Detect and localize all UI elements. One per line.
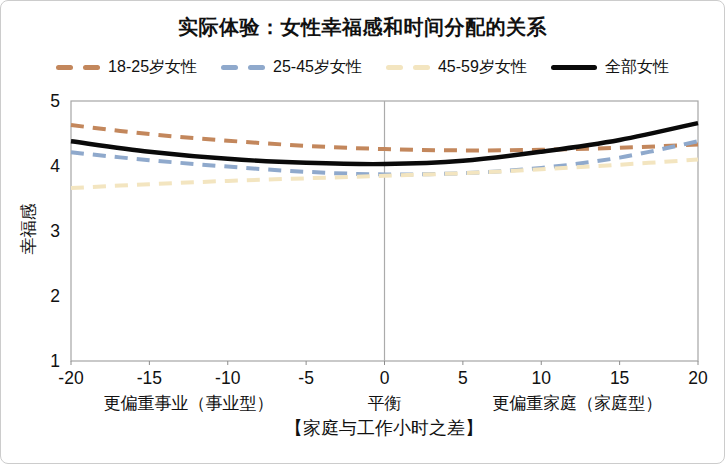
x-axis-title: 【家庭与工作小时之差】 [285, 416, 483, 440]
x-tick-label: -10 [215, 368, 241, 388]
x-tick-label: 20 [688, 368, 708, 388]
chart-card: 实际体验：女性幸福感和时间分配的关系 18-25岁女性 25-45岁女性 45-… [0, 0, 725, 464]
x-tick-label: 0 [380, 368, 390, 388]
y-tick-label: 2 [50, 286, 60, 306]
x-tick-label: -5 [298, 368, 314, 388]
x-tick-label: -20 [58, 368, 84, 388]
y-tick-label: 3 [50, 221, 60, 241]
x-tick-label: -15 [137, 368, 162, 388]
y-tick-label: 4 [50, 156, 60, 176]
y-tick-label: 5 [50, 91, 60, 111]
zone-label-family: 更偏重家庭（家庭型） [492, 392, 662, 415]
x-tick-label: 5 [458, 368, 468, 388]
x-tick-label: 10 [532, 368, 552, 388]
x-tick-label: 15 [610, 368, 629, 388]
y-axis-title: 幸福感 [17, 204, 40, 255]
y-tick-label: 1 [50, 351, 60, 371]
zone-label-balance: 平衡 [368, 392, 402, 415]
zone-label-career: 更偏重事业（事业型） [104, 392, 274, 415]
